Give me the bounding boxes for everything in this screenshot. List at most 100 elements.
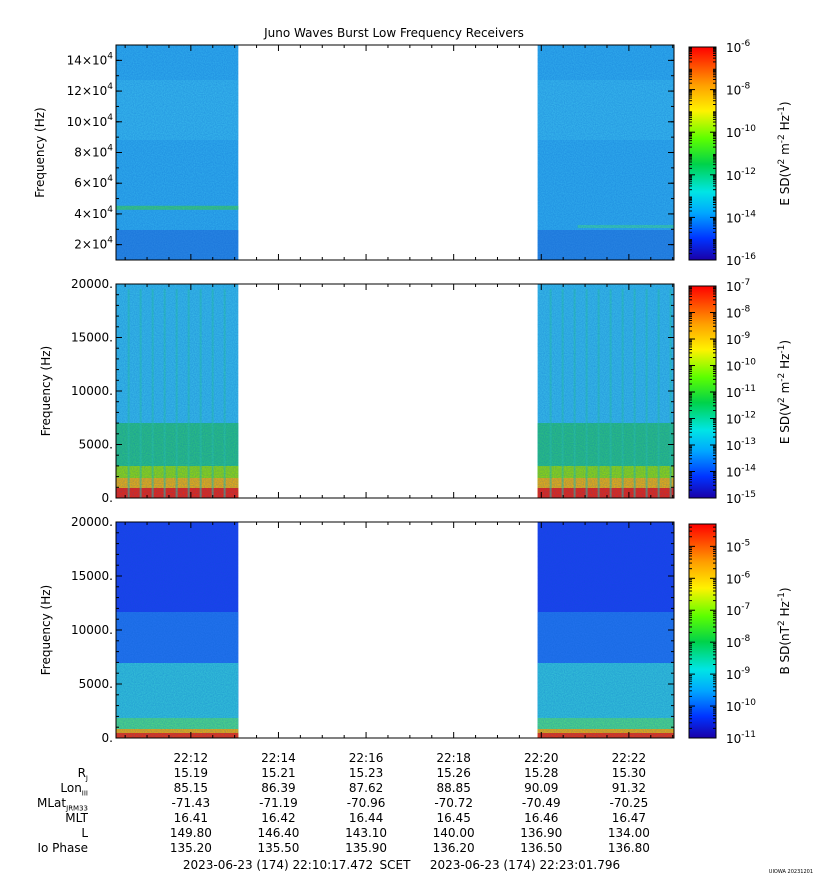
colorbar-tick-label: 10-10 [726, 358, 756, 374]
colorbar-tick-label: 10-7 [726, 602, 750, 618]
ephemeris-value: 135.20 [169, 841, 212, 855]
y-tick-label: 6×104 [74, 174, 113, 190]
ephemeris-label: LonIII [60, 781, 88, 798]
ephemeris-value: 143.10 [345, 826, 388, 840]
colorbar [688, 523, 717, 739]
ephemeris-value: 16.42 [261, 811, 296, 825]
ephemeris-value: -70.49 [521, 796, 561, 810]
ephemeris-value: 149.80 [169, 826, 212, 840]
ephemeris-value: 15.23 [348, 766, 384, 780]
ephemeris-value: 16.47 [611, 811, 647, 825]
ephemeris-value: 90.09 [524, 781, 559, 795]
ephemeris-value: 146.40 [257, 826, 300, 840]
y-tick-label: 0. [102, 731, 113, 745]
y-axis-label: Frequency (Hz) [39, 585, 53, 676]
colorbar-tick-label: 10-15 [726, 490, 756, 506]
colorbar-tick-label: 10-6 [726, 39, 751, 55]
panel-top-e-high: 2×104 4×104 6×104 8×104 10×104 12×104 14×104 Fr… [33, 39, 792, 268]
ephemeris-value: 16.45 [436, 811, 471, 825]
ephemeris-value: 136.80 [607, 841, 650, 855]
footer-scet: SCET [380, 858, 412, 872]
spectrogram-texture [537, 45, 675, 260]
colorbar-tick-label: 10-9 [726, 666, 751, 682]
ephemeris-value: 15.30 [611, 766, 647, 780]
colorbar-label: E SD(V2 m-2 Hz-1) [777, 101, 792, 205]
ephemeris-value: 85.15 [173, 781, 209, 795]
colorbar-tick-label: 10-8 [726, 82, 751, 98]
ephemeris-label: L [81, 826, 88, 840]
colorbar-tick-label: 10-8 [726, 634, 751, 650]
spectrogram-segment [537, 284, 675, 498]
y-tick-label: 5000. [79, 677, 113, 691]
spectrogram-segment [537, 522, 675, 738]
ephemeris-value: 88.85 [436, 781, 471, 795]
colorbar-tick-label: 10-12 [726, 411, 756, 427]
ephemeris-value: -71.19 [259, 796, 298, 810]
ephemeris-value: 87.62 [348, 781, 384, 795]
y-tick-label: 0. [102, 491, 113, 505]
colorbar-tick-label: 10-8 [726, 305, 751, 321]
spectrogram-segment [115, 522, 239, 738]
x-tick-label: 22:20 [524, 751, 559, 765]
panel-bottom-b-low: 0. 5000. 10000. 15000. 20000. Frequency (Hz) 1… [39, 515, 792, 746]
y-tick-label: 5000. [79, 438, 113, 452]
ephemeris-value: 135.90 [345, 841, 388, 855]
y-tick-label: 15000. [71, 569, 113, 583]
y-tick-label: 2×104 [74, 236, 113, 252]
ephemeris-value: 15.21 [261, 766, 296, 780]
panel-middle-e-low: 0. 5000. 10000. 15000. 20000. Frequency (Hz) 1… [39, 277, 792, 506]
ephemeris-value: 15.26 [436, 766, 471, 780]
ephemeris-value: 136.50 [520, 841, 563, 855]
y-tick-label: 20000. [71, 277, 113, 291]
colorbar-label: B SD(nT2 Hz-1) [777, 587, 792, 674]
ephemeris-label: RJ [77, 766, 88, 783]
spectrogram-texture [115, 522, 239, 738]
spectrogram-texture [115, 284, 239, 498]
y-axis-label: Frequency (Hz) [33, 107, 47, 198]
ephemeris-value: 136.20 [432, 841, 475, 855]
spectrogram-segment [115, 45, 239, 260]
x-tick-label: 22:22 [612, 751, 647, 765]
ephemeris-label: MLT [65, 811, 88, 825]
colorbar [688, 46, 717, 261]
y-tick-label: 20000. [71, 515, 113, 529]
colorbar-tick-label: 10-12 [726, 167, 756, 183]
colorbar-tick-label: 10-6 [726, 570, 751, 586]
footer-end-time: 2023-06-23 (174) 22:23:01.796 [430, 858, 620, 872]
ephemeris-value: 16.44 [348, 811, 384, 825]
ephemeris-value: -70.72 [434, 796, 473, 810]
y-tick-label: 4×104 [74, 205, 113, 221]
spectrogram-texture [537, 522, 675, 738]
colorbar-tick-label: 10-16 [726, 252, 756, 268]
x-tick-label: 22:14 [261, 751, 296, 765]
colorbar-tick-label: 10-14 [726, 464, 756, 480]
footer-start-time: 2023-06-23 (174) 22:10:17.472 [183, 858, 373, 872]
colorbar-label: E SD(V2 m-2 Hz-1) [777, 340, 792, 444]
ephemeris-value: 15.28 [524, 766, 559, 780]
ephemeris-value: 16.46 [524, 811, 559, 825]
spectrogram-texture [537, 284, 675, 498]
ephemeris-value: 140.00 [432, 826, 475, 840]
y-tick-label: 12×104 [67, 82, 114, 98]
colorbar-tick-label: 10-7 [726, 278, 750, 294]
colorbar-tick-label: 10-5 [726, 538, 750, 554]
x-axis-labels: 22:12 22:14 22:16 22:18 22:20 22:22 [174, 751, 647, 765]
ephemeris-value: 135.50 [257, 841, 300, 855]
y-tick-label: 8×104 [74, 144, 113, 160]
ephemeris-label: Io Phase [37, 841, 88, 855]
ephemeris-value: -71.43 [171, 796, 211, 810]
y-tick-label: 10×104 [67, 113, 114, 129]
y-axis-label: Frequency (Hz) [39, 346, 53, 437]
y-tick-label: 10000. [71, 623, 113, 637]
spectrogram-segment [115, 284, 239, 498]
x-tick-label: 22:18 [436, 751, 471, 765]
ephemeris-value: 134.00 [607, 826, 650, 840]
colorbar-tick-label: 10-13 [726, 437, 756, 453]
ephemeris-value: 86.39 [261, 781, 296, 795]
ephemeris-value: -70.96 [346, 796, 386, 810]
colorbar-tick-label: 10-14 [726, 209, 756, 225]
ephemeris-label: MLatJRM33 [37, 796, 88, 813]
ephemeris-value: -70.25 [609, 796, 649, 810]
footer-stamp: UIOWA 20231201 [769, 869, 813, 875]
